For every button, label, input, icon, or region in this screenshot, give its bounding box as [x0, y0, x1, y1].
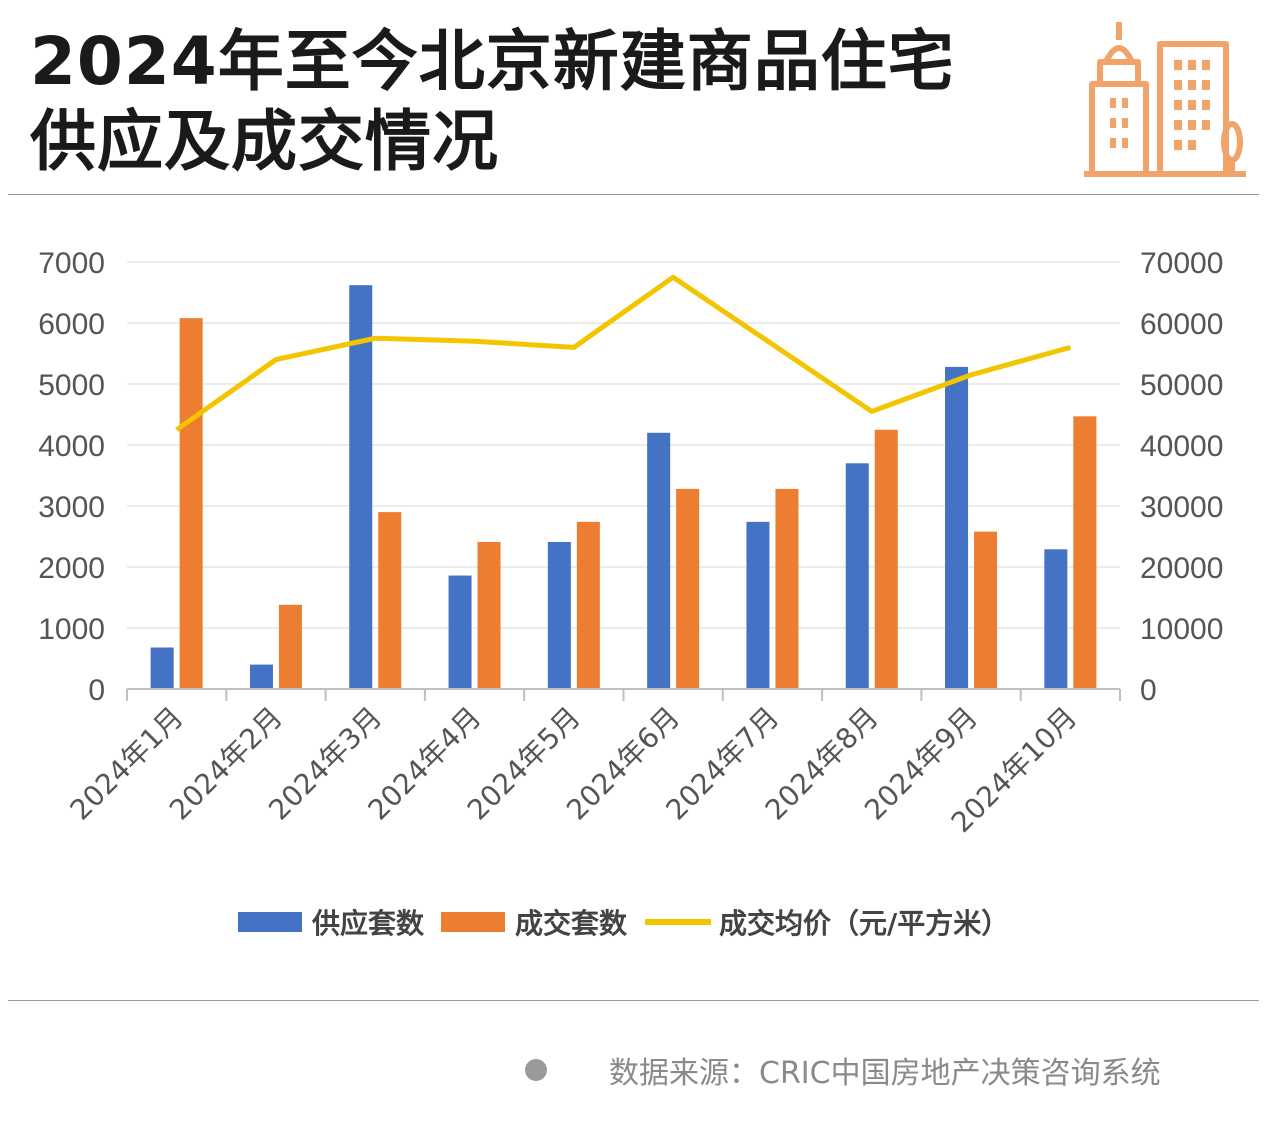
- y-tick-right: 70000: [1140, 247, 1223, 280]
- bar-supply: [150, 647, 174, 689]
- bar-deals: [576, 521, 600, 689]
- chart: 0 0 1000 10000 2000 20000 3000 30000 4000 40000 50…: [38, 247, 1223, 940]
- y-tick-left: 3000: [38, 491, 105, 524]
- bar-deals: [874, 429, 898, 689]
- bar-deals: [775, 488, 799, 689]
- bar-deals: [477, 541, 501, 689]
- legend-label: 成交套数: [515, 907, 628, 940]
- y-tick-left: 1000: [38, 613, 105, 646]
- source-text: 数据来源：CRIC中国房地产决策咨询系统: [609, 1056, 1161, 1091]
- bar-supply: [1044, 549, 1068, 689]
- bar-supply: [547, 541, 571, 689]
- bar-deals: [179, 318, 203, 689]
- price-line: [175, 274, 1072, 432]
- header-divider: [8, 194, 1259, 195]
- y-tick-right: 60000: [1140, 308, 1223, 341]
- y-tick-left: 6000: [38, 308, 105, 341]
- title-line-2: 供应及成交情况: [30, 103, 499, 180]
- y-tick-left: 5000: [38, 369, 105, 402]
- y-tick-right: 40000: [1140, 430, 1223, 463]
- legend-swatch: [441, 912, 505, 932]
- page-title: 2024年至今北京新建商品住宅 供应及成交情况: [30, 22, 1070, 182]
- y-tick-right: 30000: [1140, 491, 1223, 524]
- bullet-dot: [525, 1059, 547, 1081]
- legend-label: 成交均价（元/平方米）: [719, 907, 1009, 940]
- bar-supply: [249, 664, 273, 689]
- y-tick-left: 7000: [38, 247, 105, 280]
- bar-deals: [278, 604, 302, 689]
- title-line-1: 2024年至今北京新建商品住宅: [30, 23, 955, 100]
- legend-swatch: [238, 912, 302, 932]
- bar-supply: [746, 521, 770, 689]
- building-icon: [1084, 22, 1246, 177]
- y-tick-right: 50000: [1140, 369, 1223, 402]
- bar-deals: [676, 488, 700, 689]
- bar-supply: [448, 575, 472, 689]
- bar-deals: [378, 512, 402, 689]
- y-tick-right: 0: [1140, 674, 1157, 707]
- footer-divider: [8, 1000, 1259, 1001]
- bar-deals: [1073, 416, 1097, 689]
- source-note: 数据来源：CRIC中国房地产决策咨询系统: [525, 1048, 1161, 1092]
- bar-deals: [974, 531, 998, 689]
- bar-supply: [349, 285, 373, 689]
- y-tick-right: 10000: [1140, 613, 1223, 646]
- y-tick-left: 0: [88, 674, 105, 707]
- bar-supply: [945, 366, 969, 689]
- bar-supply: [845, 463, 869, 689]
- y-tick-left: 2000: [38, 552, 105, 585]
- y-tick-left: 4000: [38, 430, 105, 463]
- bar-supply: [647, 432, 671, 689]
- y-tick-right: 20000: [1140, 552, 1223, 585]
- legend-label: 供应套数: [311, 907, 425, 940]
